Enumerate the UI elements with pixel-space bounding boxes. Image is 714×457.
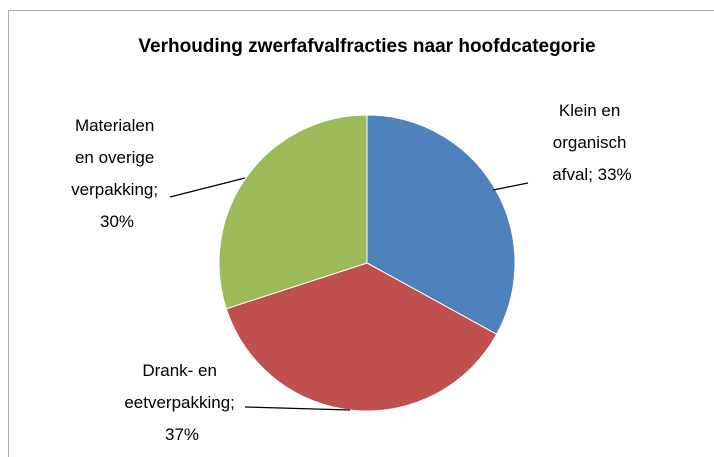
leader-line	[492, 182, 529, 191]
label-line: en overige	[75, 148, 159, 167]
data-label: Drank- en eetverpakking; 37%	[124, 361, 239, 444]
label-line: eetverpakking;	[124, 393, 239, 412]
pie-slice	[225, 262, 498, 412]
label-line: 37%	[165, 425, 199, 444]
label-line: Klein en	[559, 101, 625, 120]
label-line: verpakking;	[71, 180, 163, 199]
leader-line	[244, 406, 351, 411]
chart-title: Verhouding zwerfafvalfracties naar hoofd…	[138, 36, 595, 57]
pie-slice	[218, 114, 368, 310]
label-line: afval; 33%	[552, 165, 631, 184]
leader-line	[169, 177, 246, 198]
label-line: 30%	[100, 212, 134, 231]
data-label: Klein en organisch afval; 33%	[552, 101, 631, 184]
label-line: Materialen	[75, 116, 159, 135]
pie-slice	[366, 114, 516, 335]
label-line: organisch	[553, 133, 631, 152]
data-label: Materialen en overige verpakking; 30%	[71, 116, 163, 231]
label-line: Drank- en	[142, 361, 221, 380]
